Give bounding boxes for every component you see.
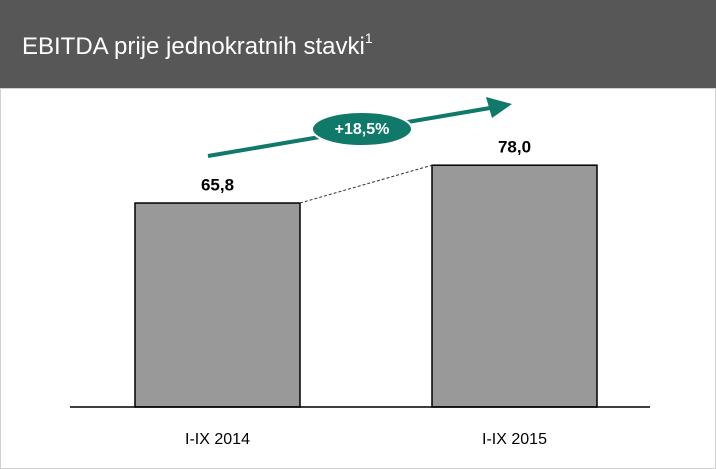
bar: [134, 202, 301, 408]
connector: [299, 164, 433, 204]
value-label: 78,0: [498, 138, 531, 157]
title-text: EBITDA prije jednokratnih stavki: [22, 33, 365, 60]
x-tick-label: I-IX 2015: [482, 431, 547, 448]
annotation: +18,5%: [335, 121, 390, 138]
bar: [431, 164, 598, 408]
value-label: 65,8: [201, 176, 234, 195]
title-note: 1: [365, 30, 373, 46]
arrow-head: [486, 97, 512, 118]
header-band: [0, 0, 716, 88]
chart-title: EBITDA prije jednokratnih stavki1: [22, 30, 373, 61]
x-tick-label: I-IX 2014: [185, 431, 250, 448]
annotation-bubble: [311, 111, 413, 147]
